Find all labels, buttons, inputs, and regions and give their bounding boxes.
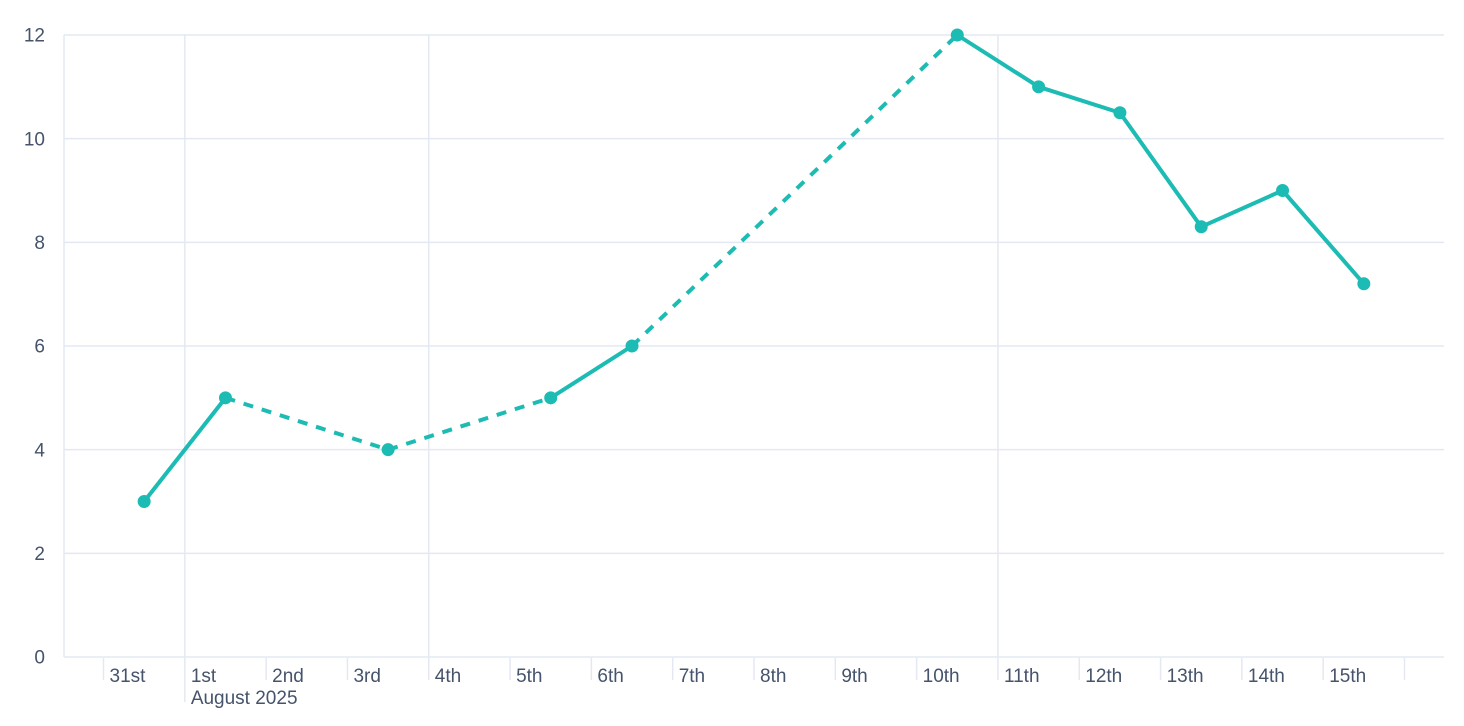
y-tick-label: 0 — [34, 648, 45, 669]
x-tick-label: 6th — [597, 666, 623, 687]
series-segment-solid — [1280, 188, 1366, 286]
x-tick-label: 14th — [1248, 666, 1285, 687]
x-tick-label: 13th — [1167, 666, 1204, 687]
x-tick-label: 9th — [841, 666, 867, 687]
y-tick-label: 10 — [24, 129, 45, 150]
data-point-marker[interactable] — [1032, 80, 1046, 94]
x-tick-label: 31st — [110, 666, 147, 687]
data-point-marker[interactable] — [950, 28, 964, 42]
data-point-marker[interactable] — [544, 391, 558, 405]
series-segment-dashed — [387, 395, 552, 452]
x-tick-label: 1st — [191, 666, 217, 687]
x-tick-label: 5th — [516, 666, 542, 687]
data-point-marker[interactable] — [137, 495, 151, 508]
series-segment-solid — [1036, 84, 1122, 115]
series-segment-dashed — [630, 33, 959, 348]
series-segment-solid — [142, 395, 228, 504]
data-point-marker[interactable] — [1357, 277, 1371, 291]
x-tick-label: 7th — [679, 666, 705, 687]
data-point-marker[interactable] — [218, 391, 232, 405]
data-point-marker[interactable] — [1194, 220, 1208, 234]
x-tick-label: 15th — [1329, 666, 1366, 687]
x-tick-label: 2nd — [272, 666, 304, 687]
x-tick-label: 8th — [760, 666, 786, 687]
x-tick-label: 12th — [1085, 666, 1122, 687]
x-tick-label: 3rd — [353, 666, 380, 687]
month-label: August 2025 — [191, 688, 298, 709]
y-tick-label: 12 — [24, 26, 45, 47]
series-segment-solid — [1199, 188, 1285, 229]
y-tick-label: 4 — [34, 440, 45, 461]
data-point-marker[interactable] — [381, 443, 395, 457]
data-point-marker[interactable] — [1113, 106, 1127, 120]
data-point-marker[interactable] — [1276, 184, 1290, 197]
x-tick-label: 10th — [923, 666, 960, 687]
y-tick-label: 8 — [34, 233, 45, 254]
x-tick-label: 4th — [435, 666, 461, 687]
series-segment-dashed — [224, 395, 389, 452]
y-tick-label: 6 — [34, 337, 45, 358]
series-segment-solid — [1117, 110, 1204, 229]
series-segment-solid — [955, 33, 1041, 89]
data-point-marker[interactable] — [625, 339, 639, 353]
x-tick-label: 11th — [1004, 666, 1040, 687]
series-segment-solid — [548, 344, 635, 400]
y-tick-label: 2 — [34, 544, 45, 565]
